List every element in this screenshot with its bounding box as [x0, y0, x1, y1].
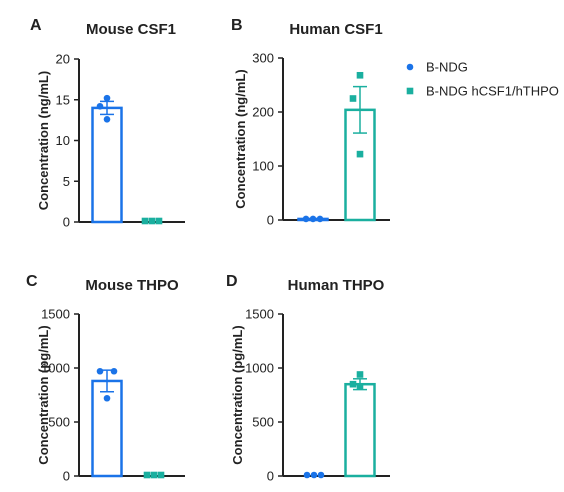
data-point-bndg: [302, 215, 310, 223]
data-point-hum: [356, 383, 364, 390]
legend-marker-square: [406, 87, 414, 95]
data-point-hum: [349, 95, 357, 102]
data-point-hum: [356, 150, 364, 158]
y-tick-label: 20: [56, 52, 70, 67]
y-tick-label: 100: [252, 159, 274, 174]
y-tick-label: 500: [252, 415, 274, 430]
y-tick-label: 5: [63, 174, 70, 189]
data-point-bndg: [96, 367, 104, 375]
legend-marker-circle: [406, 63, 414, 71]
chart-title: Human THPO: [288, 277, 385, 294]
data-point-hum: [356, 71, 364, 79]
chart-panel-a: A Mouse CSF1 Concentration (ng/mL) 0 5 10 15 20: [30, 17, 185, 230]
legend: B-NDG B-NDG hCSF1/hTHPO: [406, 60, 559, 99]
data-point-bndg: [96, 102, 104, 110]
y-axis-label: Concentration (ng/mL): [233, 69, 248, 208]
data-point-hum: [157, 471, 165, 479]
panel-label: B: [231, 17, 243, 34]
y-axis-label: Concentration (pg/mL): [36, 325, 51, 464]
data-point-hum: [356, 371, 364, 378]
legend-label: B-NDG: [426, 60, 468, 75]
y-tick-label: 15: [56, 92, 70, 107]
data-point-bndg: [303, 471, 311, 479]
y-axis-label: Concentration (pg/mL): [230, 325, 245, 464]
data-point-hum: [141, 217, 149, 225]
chart-panel-d: D Human THPO Concentration (pg/mL) 0 500 1000…: [226, 273, 390, 484]
panel-label: A: [30, 17, 42, 34]
y-tick-label: 1500: [245, 307, 274, 322]
data-point-hum: [155, 217, 163, 225]
data-point-hum: [349, 380, 357, 388]
y-axis-label: Concentration (ng/mL): [36, 71, 51, 210]
chart-panel-c: C Mouse THPO Concentration (pg/mL) 0 500 1000…: [26, 273, 185, 484]
data-point-bndg: [103, 116, 111, 123]
legend-label: B-NDG hCSF1/hTHPO: [426, 84, 559, 99]
y-tick-label: 0: [63, 469, 70, 484]
data-point-bndg: [310, 471, 318, 479]
y-tick-label: 0: [267, 469, 274, 484]
y-tick-label: 0: [267, 213, 274, 228]
y-tick-label: 200: [252, 105, 274, 120]
y-tick-label: 1500: [41, 307, 70, 322]
y-tick-label: 1000: [245, 361, 274, 376]
chart-title: Human CSF1: [289, 21, 382, 38]
data-point-bndg: [317, 471, 325, 479]
data-point-bndg: [103, 94, 111, 102]
chart-title: Mouse THPO: [85, 277, 179, 294]
y-tick-label: 0: [63, 215, 70, 230]
data-point-bndg: [110, 367, 118, 375]
chart-panel-b: B Human CSF1 Concentration (ng/mL) 0 100 200 3…: [231, 17, 390, 228]
data-point-bndg: [103, 394, 111, 402]
panel-label: D: [226, 273, 238, 290]
data-point-hum: [150, 471, 158, 479]
bar-bndg: [91, 106, 123, 224]
data-point-bndg: [316, 215, 324, 223]
panel-label: C: [26, 273, 38, 290]
chart-title: Mouse CSF1: [86, 21, 176, 38]
data-point-hum: [148, 217, 156, 225]
y-tick-label: 1000: [41, 361, 70, 376]
bar-hum: [344, 382, 376, 478]
y-tick-label: 500: [48, 415, 70, 430]
data-point-hum: [143, 471, 151, 479]
y-tick-label: 300: [252, 51, 274, 66]
data-point-bndg: [309, 215, 317, 223]
y-tick-label: 10: [56, 133, 70, 148]
